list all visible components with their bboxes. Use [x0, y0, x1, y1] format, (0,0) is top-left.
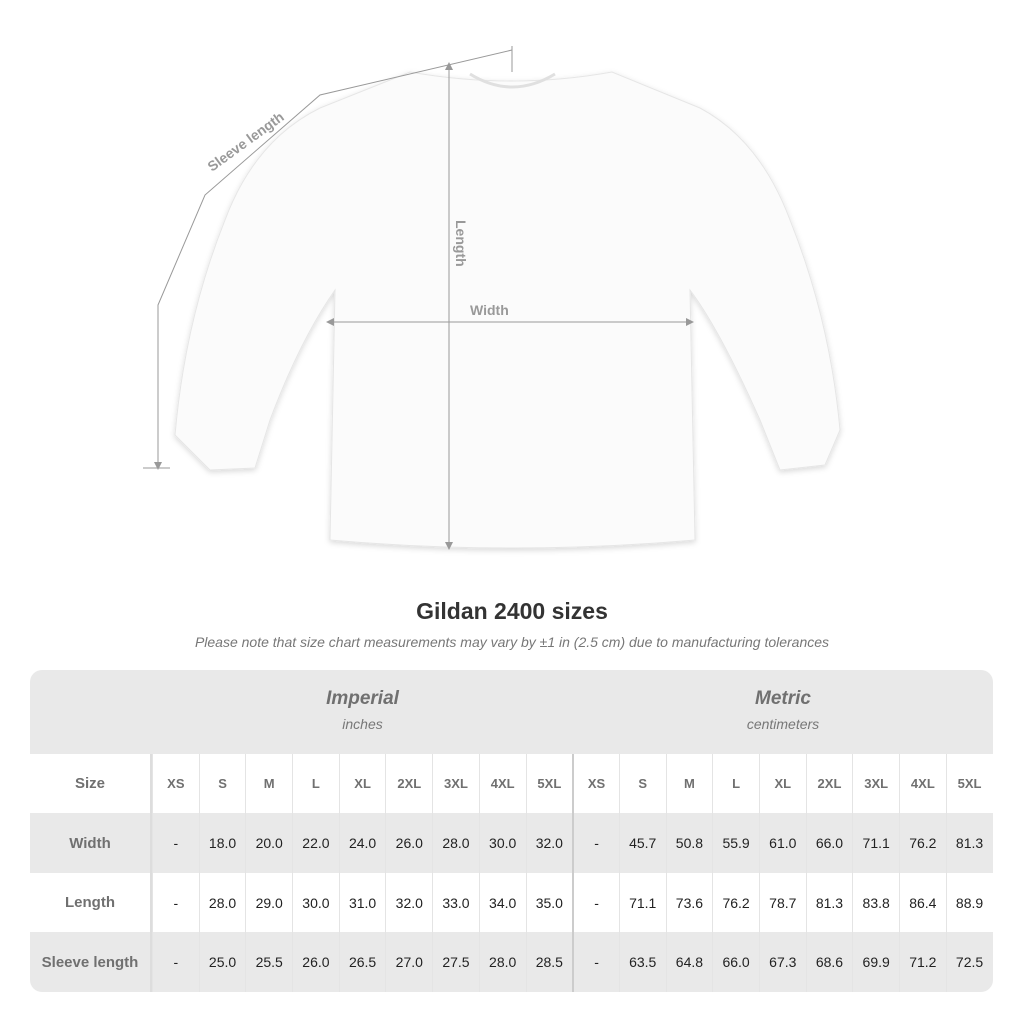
- table-row: Length -28.0 29.0 30.0 31.0 32.0 33.0 34.0 35.0-…: [30, 873, 993, 932]
- imperial-header: Imperial inches: [152, 670, 573, 754]
- size-header-cell: XS: [152, 754, 199, 813]
- value-cell: 31.0: [338, 873, 386, 932]
- value-cell: 67.3: [758, 932, 806, 992]
- value-cell: -: [572, 932, 619, 992]
- size-header-cell: L: [292, 754, 339, 813]
- value-cell: 45.7: [618, 813, 666, 873]
- shirt-illustration: [174, 71, 841, 549]
- value-cell: 35.0: [525, 873, 573, 932]
- length-label: Length: [453, 220, 469, 267]
- size-header-cell: L: [712, 754, 759, 813]
- value-cell: 66.0: [805, 813, 853, 873]
- size-header-cell: S: [618, 754, 666, 813]
- value-cell: 63.5: [618, 932, 666, 992]
- value-cell: 34.0: [478, 873, 526, 932]
- imperial-unit: inches: [342, 716, 383, 732]
- size-header-cell: XL: [338, 754, 386, 813]
- value-cell: 29.0: [245, 873, 292, 932]
- value-cell: 20.0: [245, 813, 292, 873]
- value-cell: 76.2: [712, 873, 759, 932]
- table-row: Sleeve length -25.0 25.5 26.0 26.5 27.0 27.5 28…: [30, 932, 993, 992]
- value-cell: 50.8: [665, 813, 713, 873]
- metric-label: Metric: [755, 688, 811, 709]
- metric-header: Metric centimeters: [573, 670, 993, 754]
- size-header-cell: 3XL: [432, 754, 479, 813]
- value-cell: 26.0: [292, 932, 339, 992]
- value-cell: 66.0: [712, 932, 759, 992]
- row-label: Width: [30, 813, 152, 873]
- value-cell: 64.8: [665, 932, 713, 992]
- value-cell: 71.1: [618, 873, 666, 932]
- row-label: Length: [30, 873, 152, 932]
- value-cell: 18.0: [198, 813, 246, 873]
- size-header-cell: S: [198, 754, 246, 813]
- value-cell: 26.5: [338, 932, 386, 992]
- size-header-cell: 5XL: [525, 754, 573, 813]
- value-cell: 81.3: [945, 813, 993, 873]
- value-cell: -: [152, 873, 199, 932]
- value-cell: 71.2: [899, 932, 946, 992]
- value-cell: 32.0: [525, 813, 573, 873]
- value-cell: -: [572, 873, 619, 932]
- row-label: Size: [30, 754, 152, 813]
- value-cell: 76.2: [899, 813, 946, 873]
- value-cell: 25.0: [198, 932, 246, 992]
- value-cell: 32.0: [385, 873, 432, 932]
- value-cell: 28.5: [525, 932, 573, 992]
- value-cell: 24.0: [338, 813, 386, 873]
- value-cell: 61.0: [758, 813, 806, 873]
- size-header-cell: 4XL: [478, 754, 526, 813]
- sleeve-measure-line: [157, 49, 513, 468]
- value-cell: 27.5: [432, 932, 479, 992]
- value-cell: 22.0: [292, 813, 339, 873]
- metric-unit: centimeters: [746, 716, 820, 732]
- value-cell: 30.0: [292, 873, 339, 932]
- shirt-diagram: Sleeve length Length Width: [143, 46, 841, 550]
- value-cell: 26.0: [385, 813, 432, 873]
- value-cell: 71.1: [852, 813, 899, 873]
- value-cell: 25.5: [245, 932, 292, 992]
- value-cell: 72.5: [945, 932, 993, 992]
- value-cell: 73.6: [665, 873, 713, 932]
- size-header-cell: 2XL: [385, 754, 432, 813]
- value-cell: 28.0: [478, 932, 526, 992]
- size-header-cell: 4XL: [899, 754, 946, 813]
- size-header-cell: XS: [572, 754, 619, 813]
- imperial-label: Imperial: [326, 688, 399, 709]
- size-table: Imperial inches Metric centimeters Size X…: [30, 670, 993, 992]
- size-header-cell: M: [665, 754, 713, 813]
- value-cell: 68.6: [805, 932, 853, 992]
- value-cell: -: [572, 813, 619, 873]
- page-title: Gildan 2400 sizes: [416, 598, 608, 624]
- value-cell: 83.8: [852, 873, 899, 932]
- size-header-cell: 3XL: [852, 754, 899, 813]
- size-header-cell: M: [245, 754, 292, 813]
- value-cell: 28.0: [198, 873, 246, 932]
- size-header-cell: XL: [758, 754, 806, 813]
- table-row: Size XS S M L XL 2XL 3XL 4XL 5XL XS S M L XL 2XL 3XL 4XL 5…: [30, 754, 993, 813]
- value-cell: 78.7: [758, 873, 806, 932]
- value-cell: 28.0: [432, 813, 479, 873]
- tolerance-note: Please note that size chart measurements…: [194, 634, 830, 650]
- value-cell: 81.3: [805, 873, 853, 932]
- value-cell: 33.0: [432, 873, 479, 932]
- value-cell: 69.9: [852, 932, 899, 992]
- value-cell: -: [152, 813, 199, 873]
- value-cell: 27.0: [385, 932, 432, 992]
- size-header-cell: 5XL: [945, 754, 993, 813]
- value-cell: 55.9: [712, 813, 759, 873]
- value-cell: -: [152, 932, 199, 992]
- row-label: Sleeve length: [30, 932, 152, 992]
- width-label: Width: [470, 302, 509, 318]
- value-cell: 86.4: [899, 873, 946, 932]
- value-cell: 30.0: [478, 813, 526, 873]
- size-header-cell: 2XL: [805, 754, 853, 813]
- table-row: Width -18.0 20.0 22.0 24.0 26.0 28.0 30.0 32.0-4…: [30, 813, 993, 873]
- value-cell: 88.9: [945, 873, 993, 932]
